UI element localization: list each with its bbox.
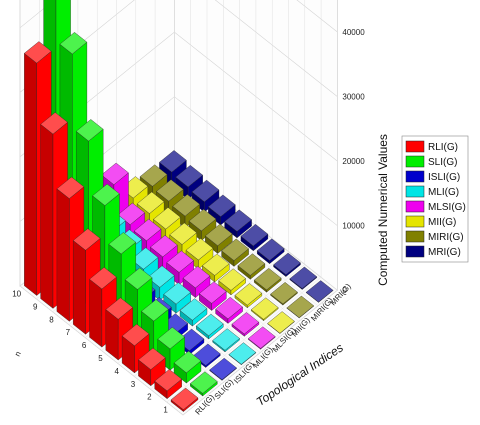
legend-swatch — [405, 170, 425, 183]
legend-label: MIRI(G) — [428, 232, 464, 243]
bar — [231, 312, 260, 337]
bar — [209, 357, 237, 381]
n-tick-label: 8 — [49, 315, 54, 324]
n-tick-label: 7 — [66, 328, 71, 337]
bar — [247, 326, 276, 350]
bar — [188, 208, 217, 241]
n-tick-label: 1 — [163, 406, 168, 415]
bar — [228, 342, 257, 366]
legend-box — [401, 135, 469, 263]
n-tick-label: 5 — [98, 354, 103, 363]
bar — [191, 179, 220, 213]
n-tick-label: 6 — [82, 341, 87, 350]
floor-gridline — [19, 285, 184, 416]
n-tick-label: 9 — [33, 302, 38, 311]
legend-swatch — [405, 230, 425, 243]
bar — [250, 297, 279, 322]
bar — [234, 283, 263, 309]
legend-label: MII(G) — [428, 217, 456, 228]
bar — [221, 238, 249, 267]
bar — [202, 253, 230, 283]
bar — [289, 266, 318, 290]
legend-label: MLI(G) — [428, 187, 459, 198]
n-tick-label: 10 — [12, 289, 21, 298]
bar — [185, 238, 214, 270]
legend-swatch — [405, 155, 425, 168]
n-tick-label: 2 — [147, 393, 152, 402]
bar — [305, 280, 334, 303]
bar — [190, 371, 218, 397]
bar — [240, 224, 269, 252]
legend-label: MRI(G) — [428, 247, 461, 258]
legend-label: SLI(G) — [428, 157, 457, 168]
bar — [256, 238, 285, 265]
legend: RLI(G) SLI(G) ISLI(G) MLI(G) MLSI(G) MII(G) MI… — [401, 135, 469, 263]
z-tick-label: 0 — [342, 286, 347, 295]
legend-label: MLSI(G) — [428, 202, 466, 213]
bar — [286, 295, 315, 319]
n-tick-label: 4 — [114, 367, 119, 376]
bar — [205, 223, 233, 254]
legend-swatch — [405, 140, 425, 153]
legend-swatch — [405, 200, 425, 213]
legend-label: RLI(G) — [428, 142, 458, 153]
x-axis-title: n — [13, 350, 23, 358]
bar — [267, 311, 295, 334]
bar — [173, 350, 202, 384]
bar — [218, 268, 246, 296]
bar — [170, 387, 199, 412]
bar — [224, 209, 252, 239]
bar — [237, 253, 266, 280]
z-tick-label: 30000 — [342, 93, 365, 102]
legend-label: ISLI(G) — [428, 172, 460, 183]
bar — [182, 265, 211, 298]
n-tick-label: 3 — [131, 380, 136, 389]
z-tick-label: 10000 — [342, 222, 365, 231]
bar — [163, 282, 191, 314]
bar — [138, 347, 166, 387]
bar — [208, 194, 236, 226]
bar — [215, 296, 243, 324]
z-tick-label: 20000 — [342, 157, 365, 166]
bar — [253, 268, 282, 293]
z-axis-title: Computed Numerical Values — [376, 134, 390, 286]
bar — [212, 328, 240, 353]
bars — [24, 0, 334, 412]
legend-swatch — [405, 245, 425, 258]
bar — [196, 313, 224, 340]
bar — [154, 369, 182, 400]
legend-swatch — [405, 215, 425, 228]
bar — [273, 252, 301, 277]
bar — [270, 282, 298, 306]
bar — [179, 298, 208, 327]
bar — [199, 281, 227, 311]
z-tick-label: 40000 — [342, 28, 365, 37]
legend-swatch — [405, 185, 425, 198]
